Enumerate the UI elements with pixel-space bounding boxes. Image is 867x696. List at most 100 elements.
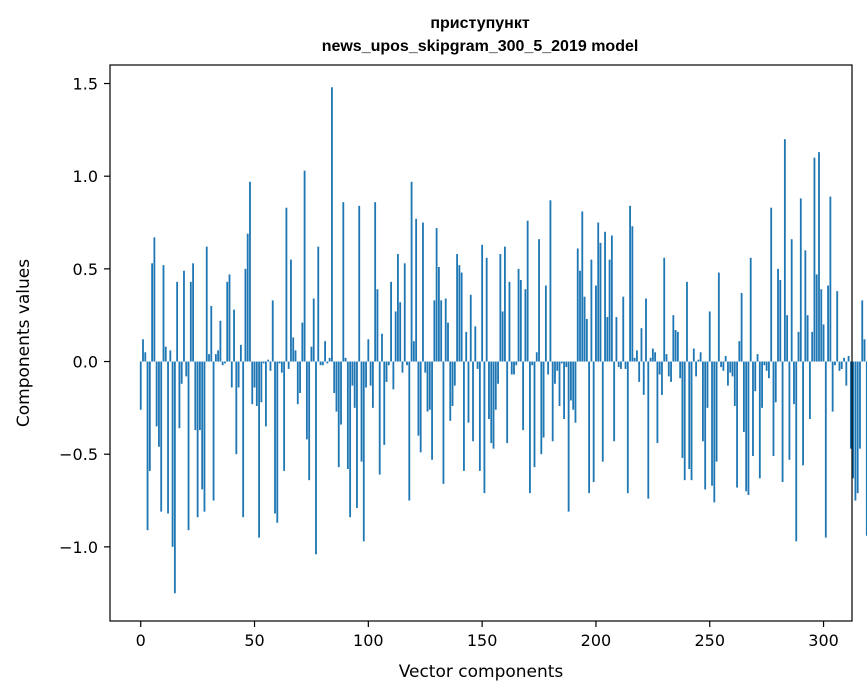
bar-184 xyxy=(558,361,561,407)
bar-132 xyxy=(440,300,443,362)
bar-23 xyxy=(192,263,194,362)
bar-119 xyxy=(410,181,413,362)
bar-312 xyxy=(849,361,852,449)
bar-55 xyxy=(265,361,267,427)
bar-156 xyxy=(494,361,497,410)
bar-269 xyxy=(752,361,754,457)
bar-98 xyxy=(362,361,365,542)
bar-255 xyxy=(720,361,723,368)
bar-204 xyxy=(604,231,606,362)
bar-221 xyxy=(642,361,645,395)
bar-91 xyxy=(346,361,349,470)
bar-24 xyxy=(194,361,197,431)
bar-198 xyxy=(590,259,593,362)
bar-298 xyxy=(818,152,820,362)
bar-84 xyxy=(331,87,333,362)
bar-252 xyxy=(713,361,716,503)
bar-83 xyxy=(328,357,331,362)
bar-169 xyxy=(524,289,527,362)
bar-62 xyxy=(280,361,283,373)
bar-317 xyxy=(861,300,864,362)
bar-275 xyxy=(765,361,768,371)
bar-209 xyxy=(615,317,618,362)
bar-126 xyxy=(426,361,429,412)
bar-27 xyxy=(201,361,204,490)
bar-89 xyxy=(342,202,345,362)
bar-176 xyxy=(540,361,543,455)
plot-frame xyxy=(109,64,853,622)
bar-191 xyxy=(574,361,577,423)
bar-302 xyxy=(827,285,830,362)
bar-235 xyxy=(674,330,677,362)
bar-231 xyxy=(665,354,668,362)
bar-44 xyxy=(239,344,242,362)
bar-16 xyxy=(176,281,179,362)
bar-160 xyxy=(503,246,506,362)
bar-315 xyxy=(856,361,859,494)
bar-31 xyxy=(210,305,213,362)
bar-200 xyxy=(595,285,597,362)
bar-123 xyxy=(419,361,422,453)
bar-52 xyxy=(258,361,260,538)
bar-171 xyxy=(529,361,531,494)
bar-18 xyxy=(180,361,183,384)
bar-152 xyxy=(485,257,488,362)
bar-310 xyxy=(845,361,848,386)
bar-88 xyxy=(340,361,342,425)
bar-203 xyxy=(601,361,604,462)
bar-219 xyxy=(638,361,641,382)
bar-241 xyxy=(688,361,691,470)
bar-229 xyxy=(661,361,663,395)
bar-63 xyxy=(283,361,286,471)
bar-274 xyxy=(763,361,766,366)
bar-135 xyxy=(447,322,449,362)
bar-262 xyxy=(736,361,738,488)
bar-38 xyxy=(226,281,229,362)
bar-8 xyxy=(158,361,160,447)
bar-294 xyxy=(808,361,811,419)
bar-267 xyxy=(747,361,750,495)
bar-35 xyxy=(219,320,222,362)
bar-137 xyxy=(451,361,454,407)
bar-257 xyxy=(724,355,727,362)
bar-111 xyxy=(392,361,395,390)
bar-193 xyxy=(579,270,581,362)
bar-20 xyxy=(185,361,188,377)
bar-49 xyxy=(251,361,254,405)
bar-112 xyxy=(394,311,397,362)
bar-232 xyxy=(667,361,670,377)
y-tick-label: 0.0 xyxy=(73,353,98,372)
bar-69 xyxy=(296,361,299,405)
bar-272 xyxy=(758,361,761,479)
bar-36 xyxy=(221,361,224,366)
bar-125 xyxy=(424,361,427,373)
bar-153 xyxy=(488,361,490,419)
bar-154 xyxy=(490,361,493,444)
bar-264 xyxy=(740,292,743,362)
bar-64 xyxy=(285,207,288,362)
bar-244 xyxy=(695,361,697,377)
bar-281 xyxy=(779,279,782,362)
bar-48 xyxy=(249,181,251,362)
bar-290 xyxy=(799,198,802,362)
bar-30 xyxy=(208,354,210,362)
bar-10 xyxy=(162,265,165,362)
bar-256 xyxy=(722,361,725,371)
bar-299 xyxy=(820,289,823,362)
bar-141 xyxy=(460,272,463,362)
bar-37 xyxy=(224,361,226,364)
bar-240 xyxy=(686,281,688,362)
bar-146 xyxy=(472,361,474,442)
bar-268 xyxy=(749,257,752,362)
bar-225 xyxy=(651,348,654,362)
bar-45 xyxy=(242,361,245,518)
bar-4 xyxy=(148,361,151,471)
bar-285 xyxy=(788,361,791,460)
bar-245 xyxy=(697,359,700,362)
bar-263 xyxy=(738,341,741,362)
bar-307 xyxy=(838,361,841,371)
bar-222 xyxy=(645,298,647,362)
bar-195 xyxy=(583,296,586,362)
bar-12 xyxy=(167,361,169,514)
bar-239 xyxy=(683,361,686,481)
